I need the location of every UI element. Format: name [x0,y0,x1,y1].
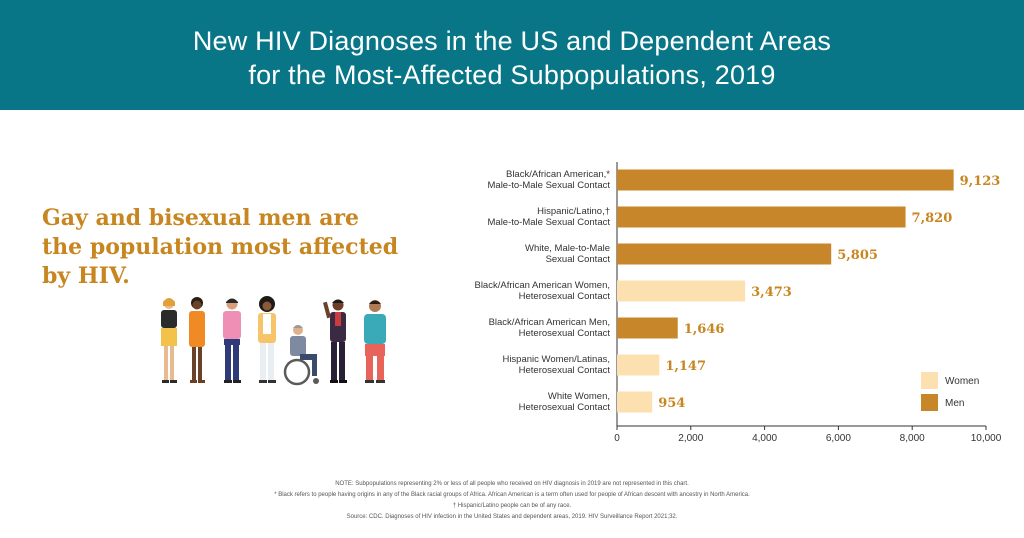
headline: Gay and bisexual men are the population … [42,204,402,291]
category-label: Heterosexual Contact [519,328,611,339]
bar [617,317,678,339]
category-label: Black/African American,* [506,169,610,180]
x-tick-label: 4,000 [752,433,777,444]
diverse-people-illustration-icon [161,296,386,386]
bar-value-label: 1,147 [665,359,706,374]
legend-label: Women [945,376,979,387]
bar [617,169,954,191]
person-icon [189,297,205,383]
x-tick-label: 10,000 [971,433,1002,444]
bar-value-label: 954 [658,396,685,411]
legend-label: Men [945,398,964,409]
legend-swatch [921,372,938,389]
bar-value-label: 1,646 [684,322,725,337]
chart-title-line2: for the Most-Affected Subpopulations, 20… [248,60,776,90]
headline-line1: Gay and bisexual men are [42,205,360,231]
legend-swatch [921,394,938,411]
category-label: Hispanic Women/Latinas, [502,354,610,365]
footnote-hispanic: † Hispanic/Latino people can be of any r… [452,503,572,509]
category-label: Black/African American Men, [489,317,610,328]
person-icon [161,298,177,383]
person-icon [223,298,241,383]
note-text: NOTE: Subpopulations representing 2% or … [335,481,689,487]
bar [617,280,746,302]
bar-value-label: 5,805 [837,248,878,263]
person-icon [322,299,347,383]
person-icon [364,300,386,383]
bar [617,206,906,228]
category-label: Male-to-Male Sexual Contact [488,217,611,228]
chart-notes: NOTE: Subpopulations representing 2% or … [212,480,812,524]
bar [617,354,660,376]
chart-title-line1: New HIV Diagnoses in the US and Dependen… [192,26,832,56]
category-label: Black/African American Women, [474,280,610,291]
x-tick-label: 0 [614,433,620,444]
headline-line2: the population most affected [42,234,399,260]
footnote-black: * Black refers to people having origins … [274,492,750,498]
category-label: Heterosexual Contact [519,365,611,376]
headline-line3: by HIV. [42,263,130,289]
bar-value-label: 9,123 [960,174,1001,189]
person-icon [258,296,276,383]
wheelchair-user-icon [283,325,319,386]
category-label: Male-to-Male Sexual Contact [488,180,611,191]
x-tick-label: 8,000 [900,433,925,444]
x-tick-label: 6,000 [826,433,851,444]
category-label: White Women, [548,391,610,402]
category-label: Sexual Contact [546,254,611,265]
x-tick-label: 2,000 [678,433,703,444]
bar-value-label: 7,820 [912,211,953,226]
category-label: Heterosexual Contact [519,402,611,413]
bar-value-label: 3,473 [751,285,792,300]
title-banner: New HIV Diagnoses in the US and Dependen… [0,0,1024,110]
category-label: White, Male-to-Male [525,243,610,254]
category-label: Hispanic/Latino,† [537,206,610,217]
source-text: Source: CDC. Diagnoses of HIV infection … [346,514,678,520]
bar [617,391,653,413]
bar [617,243,832,265]
category-label: Heterosexual Contact [519,291,611,302]
